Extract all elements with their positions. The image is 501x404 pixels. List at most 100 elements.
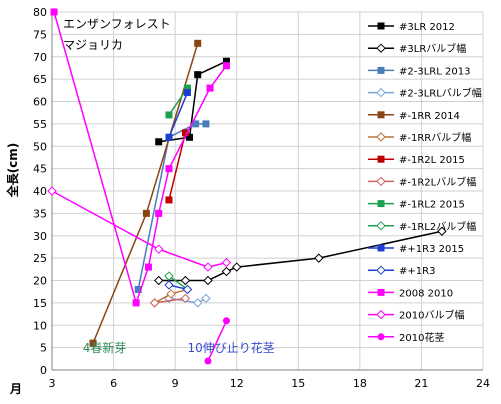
- data-point: [165, 196, 173, 204]
- y-tick-label: 80: [33, 6, 47, 19]
- data-point: [165, 111, 173, 119]
- legend-item: #3LRバルブ幅: [368, 42, 466, 55]
- data-point: [222, 62, 230, 70]
- x-tick-label: 15: [291, 377, 305, 390]
- data-point: [222, 317, 230, 325]
- data-point: [155, 138, 163, 146]
- y-tick-label: 15: [33, 297, 47, 310]
- legend-label: 2010バルブ幅: [399, 309, 464, 322]
- legend-label: #-1RL2 2015: [399, 200, 465, 211]
- series-10: [165, 89, 191, 141]
- series-line: [51, 190, 227, 268]
- data-point: [164, 280, 174, 290]
- series-12: [50, 8, 230, 307]
- x-tick-label: 18: [353, 377, 367, 390]
- y-tick-label: 0: [40, 364, 47, 377]
- y-tick-label: 70: [33, 51, 47, 64]
- legend-item: #2-3LRLバルブ幅: [368, 87, 482, 100]
- data-point: [203, 262, 213, 272]
- y-tick-label: 25: [33, 252, 47, 265]
- y-tick-label: 20: [33, 275, 47, 288]
- y-tick-label: 50: [33, 140, 47, 153]
- series-line: [154, 297, 186, 304]
- legend-swatch-marker: [376, 265, 386, 275]
- data-point: [149, 298, 160, 308]
- legend-item: 2010花茎: [368, 331, 444, 344]
- legend-item: #-1RRバルブ幅: [368, 131, 471, 144]
- y-axis-label: 全長(cm): [5, 143, 20, 199]
- y-tick-label: 10: [33, 319, 47, 332]
- legend-swatch-marker: [377, 66, 385, 74]
- legend-label: #2-3LRLバルブ幅: [399, 87, 482, 100]
- data-point: [186, 133, 194, 141]
- legend-swatch-marker: [376, 43, 386, 53]
- data-point: [182, 284, 193, 295]
- legend-swatch-marker: [376, 309, 386, 320]
- data-point: [134, 285, 142, 293]
- data-point: [164, 271, 174, 281]
- legend-swatch-marker: [376, 132, 386, 142]
- data-point: [166, 289, 176, 299]
- data-point: [183, 89, 191, 97]
- data-point: [165, 133, 173, 141]
- data-point: [89, 339, 97, 347]
- legend-swatch-marker: [377, 244, 385, 252]
- series-line: [168, 92, 189, 138]
- legend-swatch-marker: [376, 87, 386, 98]
- annotation: 10伸び止り花茎: [187, 340, 274, 355]
- legend-item: #+1R3: [368, 265, 435, 277]
- series-line: [53, 11, 228, 306]
- legend-item: 2008 2010: [368, 288, 453, 299]
- legend-swatch-marker: [376, 221, 386, 231]
- series-6: [165, 129, 189, 204]
- y-tick-label: 65: [33, 73, 47, 86]
- series-group: [47, 8, 447, 365]
- legend-swatch-marker: [376, 176, 386, 187]
- legend-swatch-marker: [377, 333, 385, 341]
- data-point: [201, 293, 211, 304]
- legend: #3LR 2012 #3LRバルブ幅 #2-3LRL 2013 #2-3LRLバルブ幅…: [368, 22, 482, 344]
- x-axis-label: 月: [9, 382, 22, 396]
- legend-item: #+1R3 2015: [368, 244, 464, 255]
- series-7: [149, 293, 191, 308]
- x-tick-label: 3: [49, 377, 56, 390]
- legend-item: #2-3LRL 2013: [368, 66, 470, 77]
- x-tick-labels: 3 6 9 12 15 18 21 24: [49, 377, 491, 390]
- y-tick-label: 40: [33, 185, 47, 198]
- y-tick-label: 35: [33, 207, 47, 220]
- data-point: [192, 120, 200, 128]
- legend-label: #+1R3: [399, 266, 435, 277]
- data-point: [180, 275, 191, 286]
- x-tick-label: 6: [110, 377, 117, 390]
- data-point: [180, 293, 191, 304]
- data-point: [203, 275, 213, 286]
- legend-swatch-marker: [377, 111, 385, 119]
- legend-item: #-1R2L 2015: [368, 155, 465, 166]
- data-point: [194, 39, 202, 47]
- legend-label: #-1R2L 2015: [399, 155, 465, 166]
- legend-label: #-1RL2バルブ幅: [399, 220, 476, 233]
- legend-item: #3LR 2012: [368, 22, 455, 33]
- legend-label: #-1RR 2014: [399, 111, 460, 122]
- y-tick-label: 75: [33, 28, 47, 41]
- legend-label: #3LR 2012: [399, 22, 455, 33]
- x-tick-label: 21: [414, 377, 428, 390]
- legend-label: #3LRバルブ幅: [399, 42, 466, 55]
- data-point: [155, 209, 163, 217]
- y-tick-label: 30: [33, 230, 47, 243]
- series-line: [168, 275, 188, 291]
- x-tick-label: 9: [172, 377, 179, 390]
- series-0: [155, 57, 230, 146]
- data-point: [193, 298, 203, 308]
- grid: [52, 11, 484, 370]
- legend-swatch-marker: [377, 200, 385, 208]
- legend-label: 2010花茎: [399, 331, 444, 344]
- y-tick-label: 60: [33, 96, 47, 109]
- data-point: [132, 299, 140, 307]
- data-point: [232, 262, 242, 272]
- data-point: [204, 357, 212, 365]
- data-point: [183, 84, 191, 92]
- data-point: [50, 8, 58, 16]
- data-point: [221, 257, 232, 268]
